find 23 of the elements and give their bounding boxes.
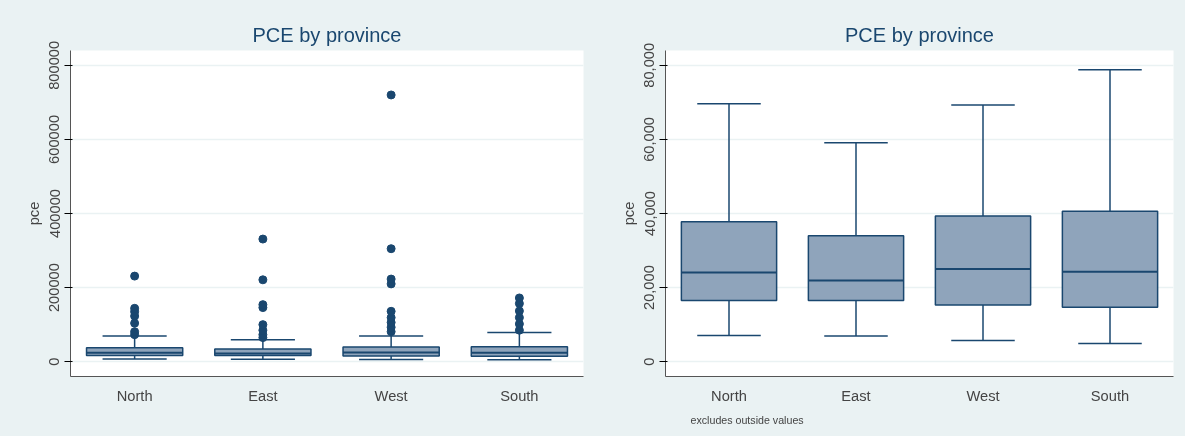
x-tick-label: North	[116, 387, 153, 404]
y-tick-label: 80,000	[641, 42, 658, 88]
y-tick-label: 0	[46, 357, 63, 366]
y-tick-label: 20,000	[641, 265, 658, 310]
x-tick-label: West	[374, 387, 408, 404]
chart-title: PCE by province	[252, 23, 402, 46]
x-tick-label: South	[1090, 387, 1130, 404]
x-tick-label: West	[966, 387, 1000, 404]
y-tick-label: 0	[641, 357, 658, 366]
chart-title: PCE by province	[845, 23, 994, 46]
y-tick-label: 800000	[46, 40, 63, 90]
y-axis-title: pce	[25, 201, 42, 226]
y-axis-title: pce	[620, 201, 637, 226]
x-tick-label: South	[500, 387, 539, 404]
y-tick-label: 600000	[46, 114, 63, 164]
x-tick-label: East	[248, 387, 278, 404]
y-tick-label: 400000	[46, 189, 63, 238]
y-tick-label: 40,000	[641, 191, 658, 236]
y-tick-label: 200000	[46, 263, 63, 313]
x-tick-label: North	[711, 387, 747, 404]
text: excludes outside values	[690, 413, 804, 426]
y-tick-label: 60,000	[641, 116, 658, 162]
x-tick-label: East	[841, 387, 871, 404]
